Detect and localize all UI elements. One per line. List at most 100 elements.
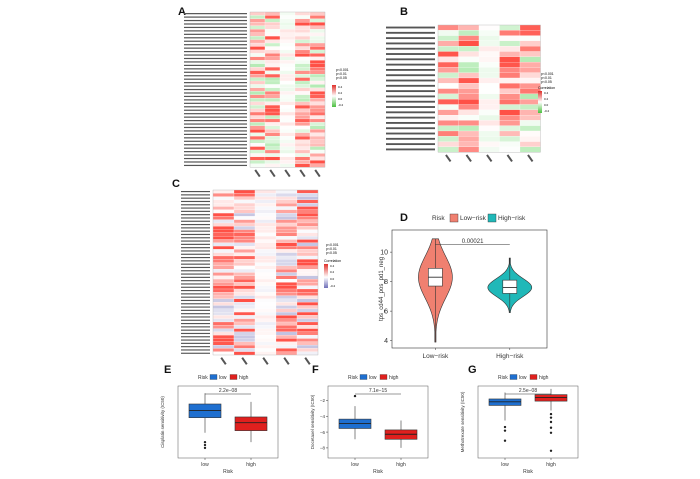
row-label-mark [184,82,247,84]
row-label-mark [184,68,247,70]
col-label-mark [241,357,248,365]
row-label-mark [184,13,247,15]
legend-a-sig-3: p<0.05 [336,76,347,80]
legend-swatch-E-high [229,374,238,380]
row-label-mark [181,240,210,242]
row-label-mark [181,204,210,206]
row-label-mark [386,132,435,135]
ylabel-G: Methotrexate sensitivity (IC50) [460,391,465,452]
row-label-mark [184,99,247,101]
row-label-mark [386,143,435,146]
row-label-mark [386,95,435,98]
xlabel-G: Risk [523,469,533,475]
row-label-mark [386,58,435,61]
col-label-mark [314,169,321,178]
col-label-mark [445,154,452,163]
row-label-mark [181,253,210,255]
xtick-label-E-1: high [246,462,256,468]
row-label-mark [181,260,210,262]
row-label-mark [181,346,210,348]
row-label-mark [184,47,247,49]
xtick-label-d-1: High−risk [496,353,524,360]
row-label-mark [386,84,435,87]
legend-title-F: Risk [348,375,358,381]
legend-a-scale-3: 0.0 [338,97,343,101]
xtick-label-F-1: high [396,462,406,468]
row-label-mark [184,95,247,98]
row-label-mark [181,194,210,196]
row-label-mark [386,74,435,77]
pvalue-G: 2.5e−08 [519,388,537,394]
row-label-mark [181,197,210,199]
box-d-1 [502,279,518,294]
row-label-mark [181,223,210,226]
row-label-mark [181,352,210,354]
row-label-mark [181,293,210,295]
ylabel-d: tps_cd44_pos_pd1_neg [379,257,385,321]
outlier-G-0-0 [503,425,507,429]
legend-c-scale-1: 0.4 [330,264,335,268]
col-label-mark [284,169,291,178]
legend-swatch-d-high [487,213,497,223]
row-label-mark [386,42,435,45]
row-label-mark [181,329,210,331]
row-label-mark [181,299,210,302]
legend-swatch-F-high [379,374,388,380]
row-label-mark [184,144,247,146]
row-label-mark [386,116,435,119]
outlier-E-0-0 [203,440,207,444]
legend-a-scale-4: -0.2 [338,103,344,107]
outlier-G-1-0 [549,412,553,416]
legend-b-scale-1: 0.4 [544,91,549,95]
panel-label-a: A [178,6,186,18]
row-label-mark [184,57,247,60]
row-label-mark [184,161,247,163]
row-label-mark [181,227,210,229]
row-label-mark [181,210,210,212]
pvalue-E: 2.2e−08 [219,388,237,394]
row-label-mark [181,270,210,272]
row-label-mark [184,40,247,42]
row-label-mark [184,151,247,153]
outlier-F-0-0 [353,394,357,398]
heat-border [212,189,319,356]
row-label-mark [184,154,247,156]
legend-b-scale-2: 0.2 [544,97,549,101]
row-label-mark [184,133,247,135]
row-label-mark [184,157,247,160]
row-label-mark [184,130,247,132]
legend-label-F-high: high [389,375,399,381]
legend-title-G: Risk [498,375,508,381]
row-label-mark [386,37,435,40]
row-label-mark [184,23,247,25]
row-label-mark [184,54,247,56]
col-label-mark [527,154,534,163]
legend-c-title: Correlation [324,259,341,263]
legend-title-d: Risk [432,215,445,222]
xtick-label-G-0: low [501,462,509,468]
legend-label-G-high: high [539,375,549,381]
row-label-mark [181,220,210,222]
row-label-mark [184,140,247,142]
row-label-mark [184,30,247,32]
row-label-mark [386,100,435,103]
xtick-label-E-0: low [201,462,209,468]
legend-swatch-G-low [509,374,518,380]
legend-a-scale-1: 0.4 [338,85,343,89]
row-label-mark [181,214,210,216]
row-label-mark [181,303,210,305]
legend-label-d-low: Low−risk [460,215,487,222]
legend-c-scale-2: 0.2 [330,270,335,274]
legend-swatch-F-low [359,374,368,380]
row-label-mark [181,190,210,193]
row-label-mark [386,90,435,93]
row-label-mark [386,111,435,114]
row-label-mark [386,68,435,71]
row-label-mark [181,247,210,249]
row-label-mark [184,106,247,108]
col-label-mark [506,154,513,163]
row-label-mark [181,266,210,269]
row-label-mark [181,336,210,338]
